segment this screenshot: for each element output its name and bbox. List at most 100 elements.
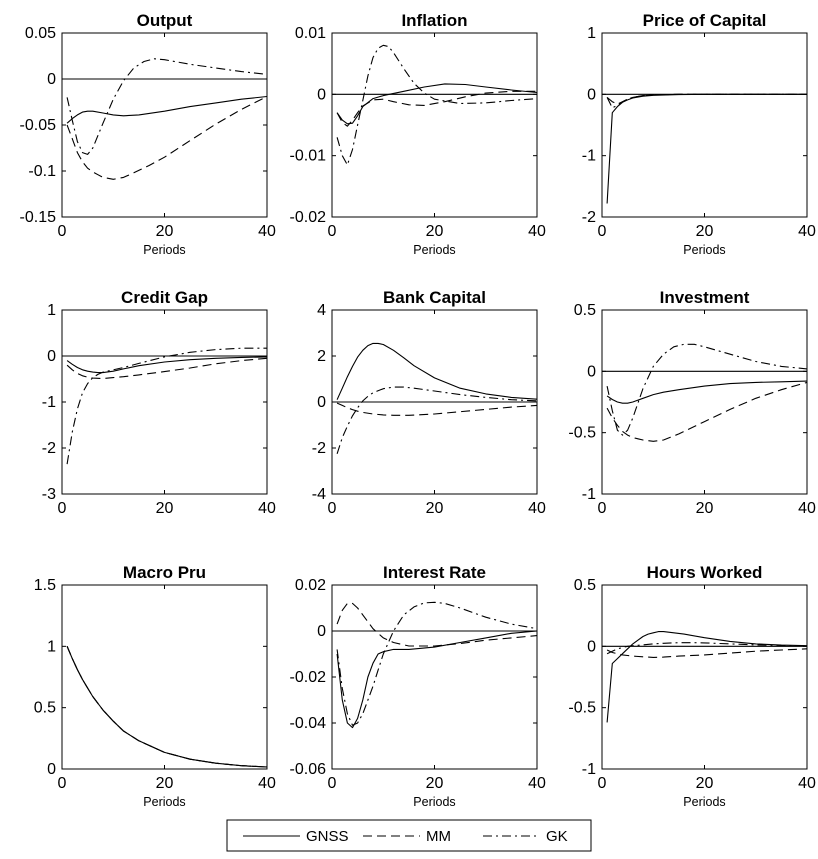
x-tick-label: 20 <box>156 775 174 792</box>
x-tick-label: 20 <box>156 500 174 517</box>
series-line-dashed <box>606 93 807 105</box>
y-tick-label: 0 <box>587 638 596 655</box>
x-tick-label: 40 <box>258 775 276 792</box>
x-tick-label: 20 <box>426 775 444 792</box>
y-tick-label: -0.02 <box>290 209 327 226</box>
y-tick-label: -0.15 <box>20 209 57 226</box>
series-group <box>602 93 807 204</box>
y-tick-label: 0.05 <box>25 25 56 42</box>
y-tick-label: 0.5 <box>34 700 56 717</box>
axes-frame <box>61 309 268 495</box>
series-line-solid <box>606 380 807 404</box>
x-axis-label: Periods <box>143 795 185 809</box>
series-group <box>62 646 267 769</box>
axes-frame <box>601 584 808 770</box>
series-group <box>332 342 537 454</box>
series-group <box>602 343 807 442</box>
panel-title: Hours Worked <box>647 563 763 582</box>
series-line-solid <box>66 95 267 124</box>
series-line-solid <box>66 356 267 374</box>
y-tick-label: 0.01 <box>295 25 326 42</box>
y-tick-label: 0.02 <box>295 577 326 594</box>
panel-title: Output <box>137 11 193 30</box>
series-line-dashdot <box>606 343 807 436</box>
y-tick-label: 0 <box>317 86 326 103</box>
y-tick-label: 0.5 <box>574 577 596 594</box>
y-tick-label: 0.5 <box>574 302 596 319</box>
x-tick-label: 40 <box>798 223 816 240</box>
y-tick-label: -1 <box>42 394 56 411</box>
panel-hours-worked: Hours Worked -1 -0.5 0 0.5 0 20 40 Periods <box>568 563 816 809</box>
series-group <box>62 347 267 465</box>
x-axis-label: Periods <box>413 795 455 809</box>
series-line-solid <box>66 646 267 768</box>
x-tick-label: 20 <box>426 500 444 517</box>
y-tick-label: 0 <box>47 761 56 778</box>
series-line-dashdot <box>606 93 807 109</box>
x-tick-label: 20 <box>696 500 714 517</box>
y-tick-label: 0 <box>317 394 326 411</box>
panel-title: Bank Capital <box>383 288 486 307</box>
series-line-solid <box>336 630 537 729</box>
series-line-dashdot <box>66 58 267 155</box>
series-line-dashdot <box>66 347 267 465</box>
y-tick-label: 0 <box>587 363 596 380</box>
x-tick-label: 20 <box>156 223 174 240</box>
y-tick-label: -0.01 <box>290 148 327 165</box>
x-tick-label: 40 <box>528 223 546 240</box>
panel-macro-pru: Macro Pru 0 0.5 1 1.5 0 20 40 Periods <box>34 563 276 809</box>
y-tick-label: -0.5 <box>568 700 596 717</box>
series-line-solid <box>606 631 807 723</box>
series-line-solid <box>336 342 537 400</box>
panel-title: Price of Capital <box>643 11 767 30</box>
y-tick-label: -0.5 <box>568 425 596 442</box>
x-tick-label: 40 <box>258 500 276 517</box>
x-tick-label: 40 <box>258 223 276 240</box>
panel-title: Macro Pru <box>123 563 206 582</box>
series-group <box>602 631 807 723</box>
axes-frame <box>601 32 808 218</box>
x-tick-label: 40 <box>798 500 816 517</box>
x-tick-label: 0 <box>598 223 607 240</box>
panel-title: Credit Gap <box>121 288 208 307</box>
series-line-dashdot <box>336 601 537 726</box>
y-tick-label: 1 <box>47 302 56 319</box>
y-tick-label: 0 <box>587 86 596 103</box>
series-line-dashdot <box>66 646 267 768</box>
axes-frame <box>61 584 268 770</box>
y-tick-label: -2 <box>312 440 326 457</box>
x-axis-label: Periods <box>143 243 185 257</box>
axes-frame <box>331 584 538 770</box>
y-tick-label: -0.04 <box>290 715 327 732</box>
series-line-dashed <box>66 96 267 180</box>
x-tick-label: 20 <box>696 775 714 792</box>
x-axis-label: Periods <box>683 243 725 257</box>
y-tick-label: -1 <box>582 148 596 165</box>
panel-interest-rate: Interest Rate -0.06 -0.04 -0.02 0 0.02 0 20 40 Pe… <box>290 563 546 809</box>
y-tick-label: -2 <box>582 209 596 226</box>
y-tick-label: 0 <box>317 623 326 640</box>
y-tick-label: -1 <box>582 486 596 503</box>
x-tick-label: 0 <box>328 500 337 517</box>
y-tick-label: -0.06 <box>290 761 327 778</box>
panel-investment: Investment -1 -0.5 0 0.5 0 20 40 <box>568 288 816 517</box>
series-line-dashed <box>336 602 537 647</box>
x-tick-label: 20 <box>696 223 714 240</box>
y-tick-label: 4 <box>317 302 326 319</box>
y-tick-label: -2 <box>42 440 56 457</box>
y-tick-label: -1 <box>582 761 596 778</box>
y-tick-label: 1 <box>587 25 596 42</box>
legend: GNSS MM GK <box>226 819 592 852</box>
x-tick-label: 0 <box>598 775 607 792</box>
series-line-dashed <box>606 648 807 658</box>
legend-label-gk: GK <box>546 828 568 845</box>
panel-output: Output -0.15 -0.1 -0.05 0 0.05 0 20 40 Periods <box>20 11 276 257</box>
y-tick-label: 1.5 <box>34 577 56 594</box>
x-axis-label: Periods <box>683 795 725 809</box>
series-line-dashed <box>336 90 537 127</box>
y-tick-label: -4 <box>312 486 326 503</box>
series-line-dashed <box>66 646 267 768</box>
series-line-solid <box>606 93 807 204</box>
